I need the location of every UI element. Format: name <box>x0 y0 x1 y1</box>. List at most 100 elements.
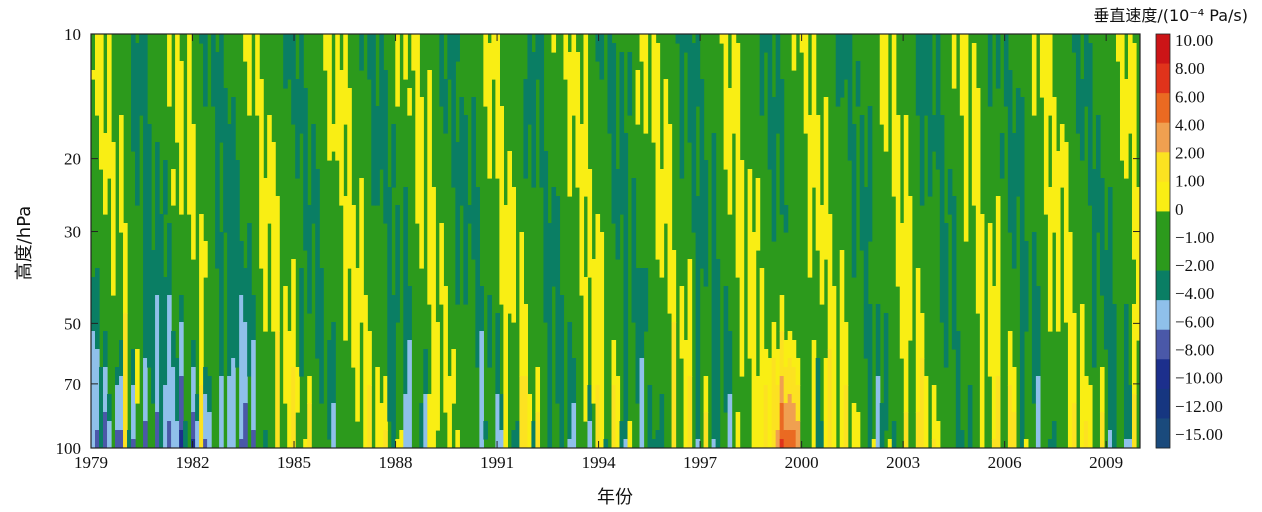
heatmap-cell <box>795 358 801 386</box>
heatmap-cell <box>95 34 100 116</box>
heatmap-cell <box>443 79 448 134</box>
heatmap-cell <box>527 34 533 125</box>
heatmap-cell <box>151 250 156 404</box>
heatmap-cell <box>379 34 384 170</box>
heatmap-cell <box>735 412 741 448</box>
heatmap-cell <box>587 421 593 448</box>
heatmap-cell <box>1059 124 1065 188</box>
heatmap-cell <box>791 367 797 404</box>
heatmap-cell <box>419 403 424 448</box>
heatmap-cell <box>735 43 741 278</box>
heatmap-cell <box>203 34 208 107</box>
colorbar-swatch <box>1156 34 1170 64</box>
heatmap-cell <box>723 286 729 413</box>
heatmap-cell <box>367 34 372 80</box>
heatmap-cell <box>523 304 529 377</box>
heatmap-cell <box>303 439 308 448</box>
heatmap-cell <box>207 412 212 448</box>
heatmap-cell <box>139 34 144 116</box>
heatmap-cell <box>1123 439 1129 448</box>
heatmap-cell <box>423 394 428 448</box>
heatmap-cell <box>903 115 909 413</box>
heatmap-cell <box>427 70 432 305</box>
y-tick-label: 10 <box>64 25 81 44</box>
heatmap-cell <box>679 286 685 359</box>
heatmap-cell <box>383 430 388 448</box>
heatmap-cell <box>103 331 108 368</box>
heatmap-cell <box>695 196 701 440</box>
heatmap-cell <box>775 34 781 134</box>
heatmap-cell <box>803 34 809 134</box>
heatmap-cell <box>659 394 665 448</box>
heatmap-cell <box>275 196 280 332</box>
heatmap-cell <box>663 79 669 224</box>
heatmap-cell <box>119 340 124 377</box>
heatmap-cell <box>451 34 456 188</box>
heatmap-cell <box>407 340 412 448</box>
heatmap-cell <box>1119 34 1125 161</box>
heatmap-cell <box>595 385 601 448</box>
heatmap-cell <box>971 43 977 206</box>
heatmap-cell <box>387 187 392 422</box>
heatmap-cell <box>467 205 472 224</box>
heatmap-cell <box>243 403 248 448</box>
heatmap-cell <box>267 115 272 224</box>
heatmap-cell <box>747 169 753 359</box>
x-tick-label: 1985 <box>277 453 311 472</box>
heatmap-cell <box>759 34 765 116</box>
heatmap-cell <box>1031 232 1037 404</box>
colorbar-label: −10.00 <box>1175 369 1223 388</box>
heatmap-cell <box>499 106 504 305</box>
heatmap-cell <box>807 115 813 278</box>
heatmap-cell <box>355 268 360 422</box>
heatmap-cell <box>791 430 797 448</box>
heatmap-cell <box>1127 34 1133 134</box>
heatmap-cell <box>895 115 901 287</box>
heatmap-cell <box>671 322 677 448</box>
x-tick-label: 1979 <box>74 453 108 472</box>
heatmap-cell <box>259 79 264 269</box>
heatmap-cell <box>315 169 320 359</box>
heatmap-cell <box>307 205 312 314</box>
heatmap-cell <box>587 169 593 278</box>
heatmap-cell <box>1099 367 1105 413</box>
heatmap-cell <box>1099 178 1105 296</box>
heatmap-cell <box>1087 43 1093 206</box>
heatmap-cell <box>1107 187 1113 431</box>
heatmap-cell <box>103 133 108 215</box>
heatmap-cell <box>1007 385 1013 448</box>
heatmap-cell <box>771 322 777 359</box>
heatmap-cell <box>103 412 108 448</box>
heatmap-cell <box>403 34 408 80</box>
colorbar-label: −1.00 <box>1175 228 1214 247</box>
heatmap-cell <box>383 376 388 431</box>
colorbar-label: −15.00 <box>1175 425 1223 444</box>
heatmap-cell <box>619 421 625 448</box>
heatmap-cell <box>331 124 336 152</box>
heatmap-cell <box>343 34 348 125</box>
heatmap-cell <box>147 124 152 368</box>
heatmap-cell <box>239 295 244 440</box>
x-axis-title: 年份 <box>597 487 633 508</box>
heatmap-cell <box>987 223 993 377</box>
heatmap-cell <box>667 124 673 314</box>
heatmap-cell <box>923 34 929 116</box>
heatmap-cell <box>519 376 525 448</box>
heatmap-cell <box>515 421 520 448</box>
plot-frame <box>90 33 1141 449</box>
heatmap-cell <box>535 412 541 448</box>
heatmap-cell <box>779 331 785 377</box>
heatmap-cell <box>359 178 364 323</box>
heatmap-cell <box>175 421 180 448</box>
heatmap-cell <box>783 430 789 448</box>
heatmap-cell <box>99 367 104 448</box>
heatmap-cell <box>395 34 400 107</box>
heatmap-cell <box>1007 70 1013 233</box>
heatmap-cell <box>979 214 985 448</box>
heatmap-cell <box>867 106 873 242</box>
heatmap-cell <box>763 34 769 53</box>
heatmap-cell <box>283 286 288 404</box>
heatmap-cell <box>815 358 821 448</box>
heatmap-cell <box>179 376 184 431</box>
heatmap-cell <box>1011 412 1017 448</box>
